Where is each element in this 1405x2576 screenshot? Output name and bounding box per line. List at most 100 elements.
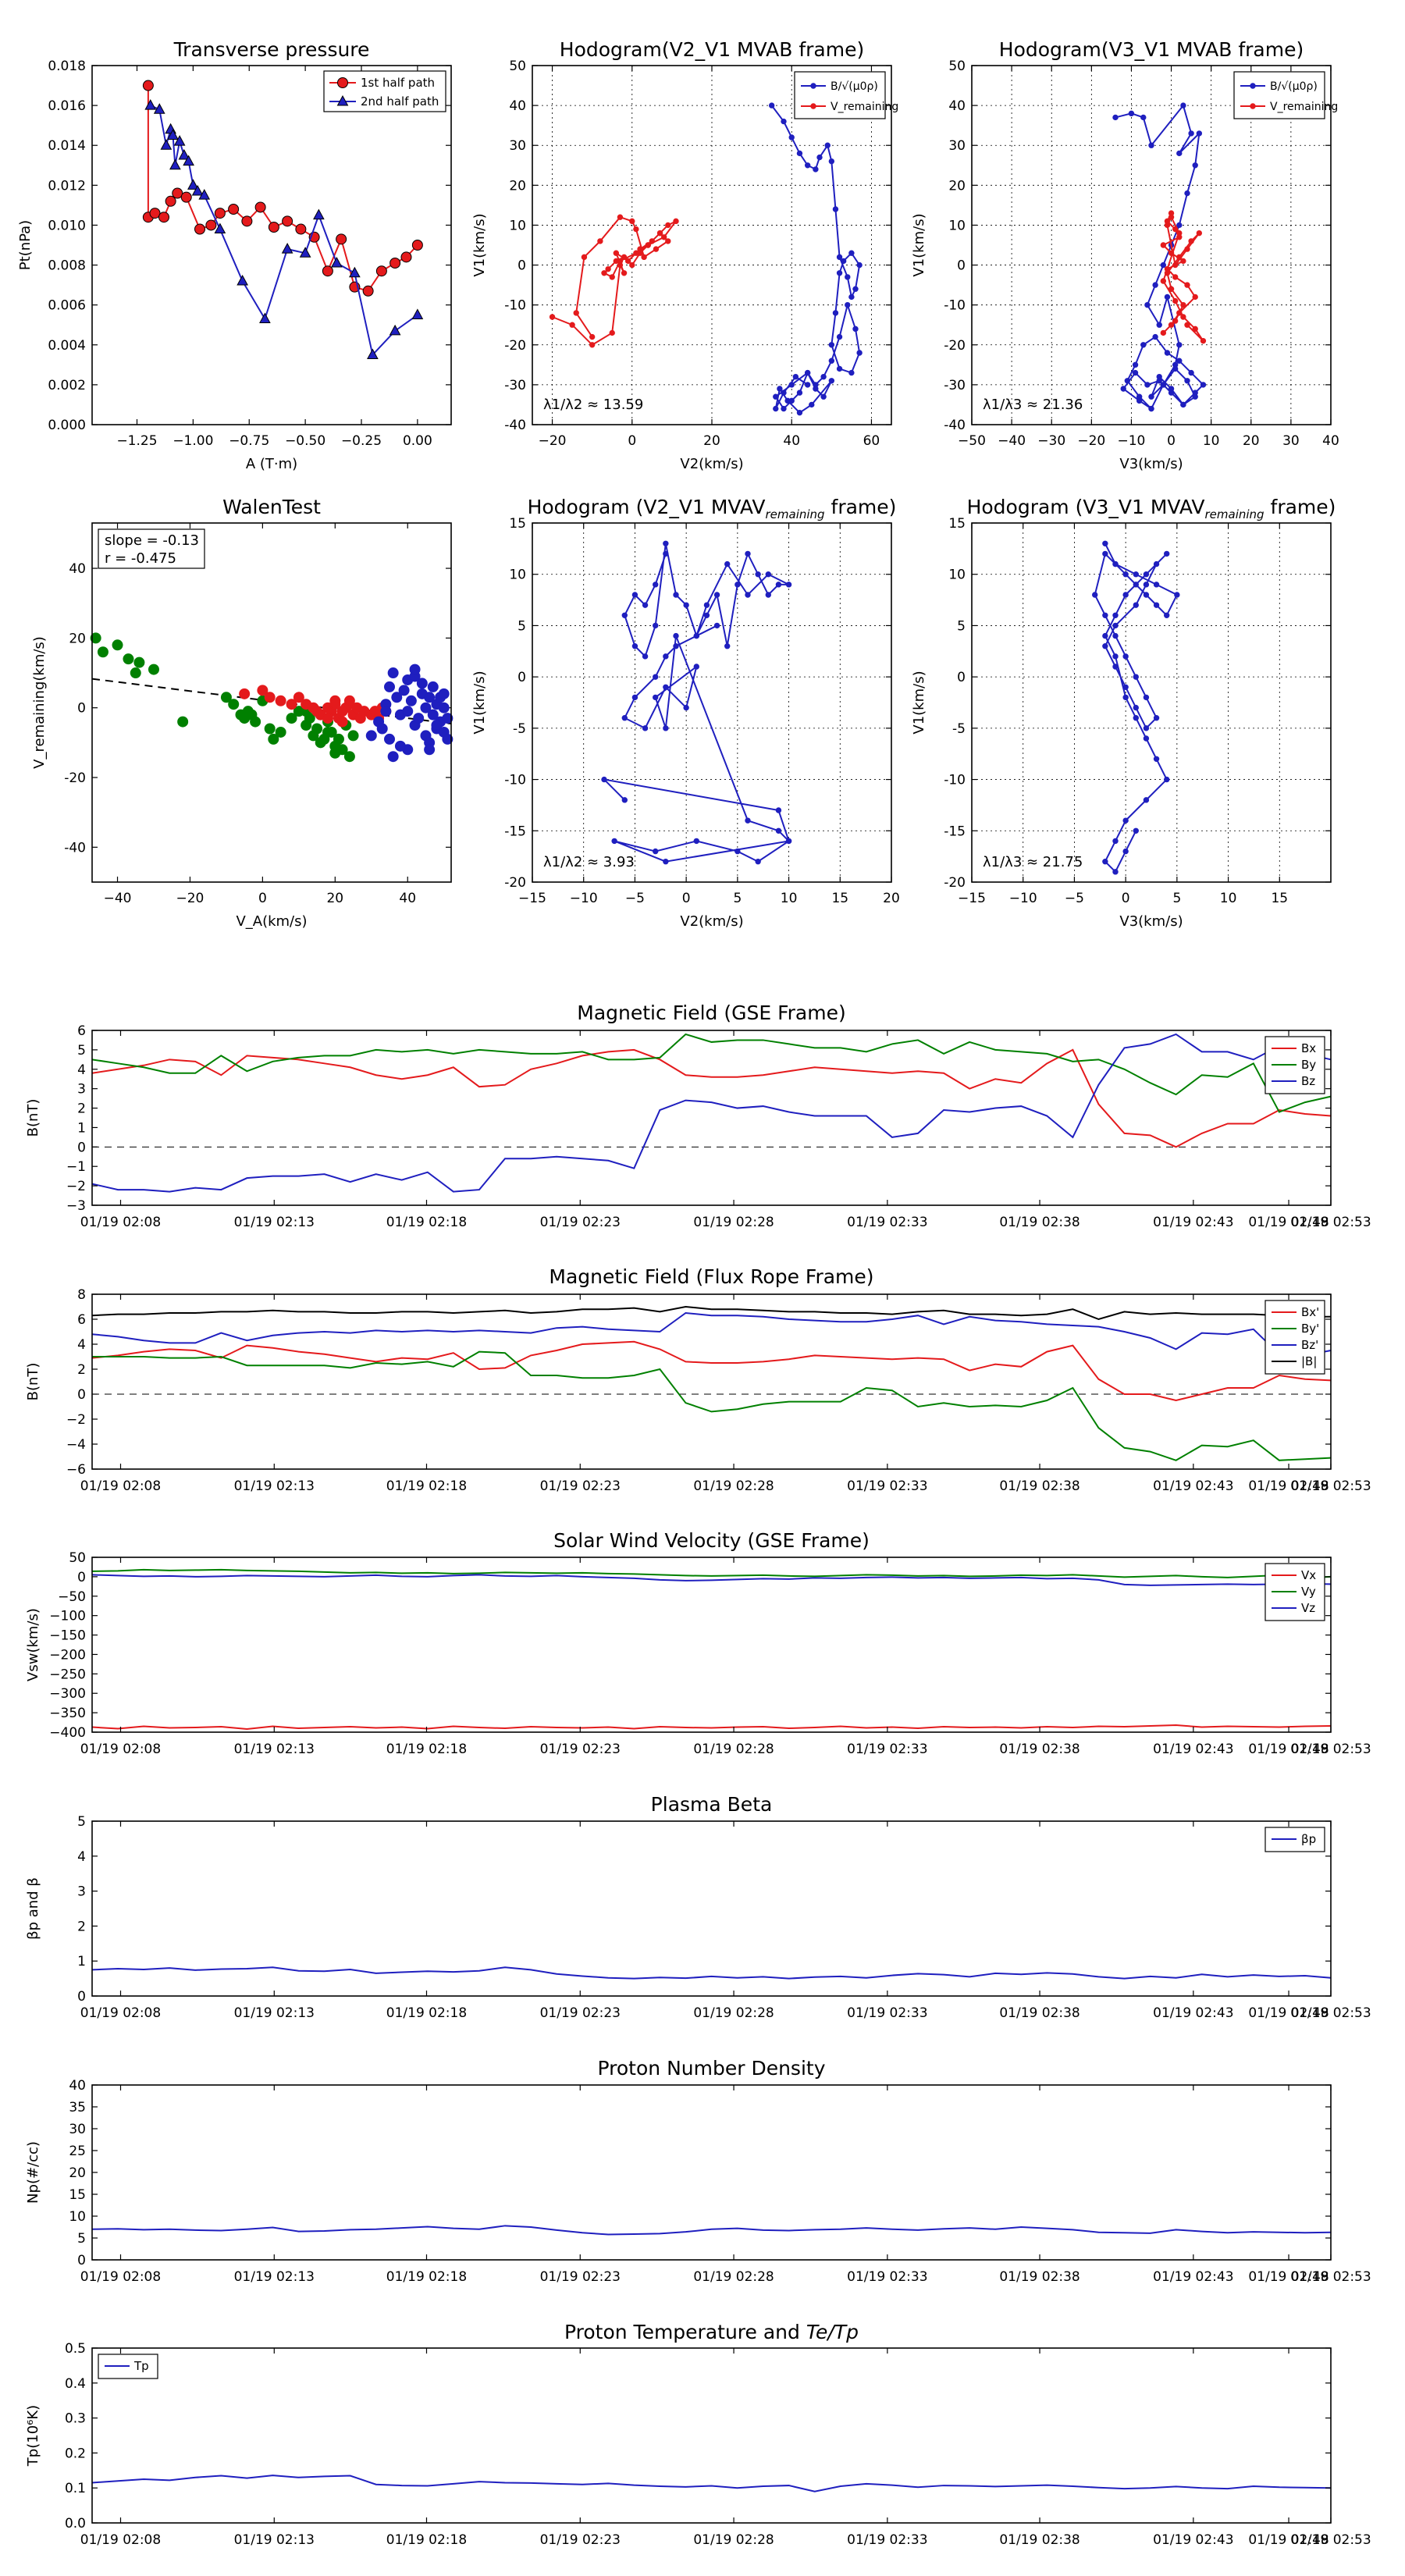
- x-tick-label: −30: [1037, 433, 1065, 449]
- legend: Bx By Bz: [1264, 1036, 1325, 1094]
- time-tick-label: 01/19 02:23: [540, 1215, 621, 1230]
- data-point: [1102, 632, 1108, 639]
- y-axis-label: Vsw(km/s): [25, 1608, 41, 1681]
- x-tick-label: 5: [733, 891, 742, 906]
- data-point: [633, 226, 639, 233]
- data-point: [693, 838, 699, 845]
- x-tick-label: 5: [1172, 891, 1181, 906]
- scatter-point: [387, 667, 399, 679]
- data-point: [1172, 318, 1179, 324]
- time-tick-label: 01/19 02:23: [540, 1478, 621, 1494]
- x-tick-label: 0.00: [403, 433, 432, 449]
- data-point: [1092, 592, 1098, 598]
- legend: B/√(μ0ρ) V_remaining: [794, 71, 898, 119]
- data-point: [832, 206, 839, 212]
- x-tick-label: 20: [883, 891, 900, 906]
- y-tick-label: 0: [518, 258, 526, 274]
- legend-marker: [1250, 103, 1256, 109]
- data-point: [785, 838, 792, 845]
- time-tick-label: 01/19 02:18: [386, 1215, 467, 1230]
- chart-title-tail: frame): [1264, 496, 1336, 518]
- y-tick-label: 20: [948, 178, 966, 194]
- y-tick-label: 40: [69, 2078, 86, 2094]
- data-point: [1192, 294, 1198, 301]
- chart-hodogram-v3-v1-mvab: −50 −40 −30 −20 −10 0 10 20 30 40 -40 -30 -20 -10 0 10 2…: [911, 38, 1339, 472]
- legend: B/√(μ0ρ) V_remaining: [1233, 71, 1338, 119]
- y-tick-label: 15: [509, 516, 526, 532]
- data-point: [1112, 632, 1119, 639]
- scatter-point: [322, 713, 334, 724]
- legend-label: By: [1301, 1058, 1316, 1072]
- fit-line: [91, 678, 452, 725]
- data-point: [214, 222, 226, 234]
- legend: Tp: [98, 2354, 158, 2379]
- data-point: [617, 214, 624, 220]
- chart-title-subscript: remaining: [766, 507, 825, 521]
- data-point: [816, 154, 823, 161]
- scatter-point: [431, 720, 443, 731]
- data-point: [573, 310, 579, 316]
- y-tick-label: −250: [49, 1667, 86, 1682]
- chart-title: WalenTest: [222, 496, 321, 518]
- data-point: [1174, 592, 1180, 598]
- data-point: [792, 373, 799, 380]
- y-tick-label: 40: [509, 98, 526, 114]
- time-tick-label: 01/19 02:28: [693, 2269, 774, 2285]
- y-tick-label: −50: [58, 1589, 86, 1605]
- y-tick-label: 0.010: [48, 218, 86, 233]
- x-tick-label: −10: [1117, 433, 1145, 449]
- data-point: [781, 390, 787, 396]
- x-tick-label: 0: [1167, 433, 1176, 449]
- y-tick-label: −6: [66, 1462, 86, 1478]
- scatter-point: [336, 716, 348, 728]
- legend-label: Bz: [1301, 1074, 1315, 1088]
- series-line-0: [91, 1724, 1332, 1731]
- data-point: [1192, 162, 1198, 169]
- time-tick-label: 01/19 02:08: [80, 2269, 161, 2285]
- y-axis-label: V1(km/s): [911, 671, 927, 734]
- x-tick-label: −5: [1065, 891, 1084, 906]
- y-tick-label: 0.2: [65, 2446, 86, 2461]
- correlation-label: r = -0.475: [105, 550, 176, 567]
- y-tick-label: −4: [66, 1437, 86, 1453]
- data-point: [809, 401, 815, 408]
- data-point: [183, 155, 194, 166]
- data-point: [631, 643, 638, 649]
- data-point: [1168, 286, 1175, 292]
- data-point: [1188, 130, 1194, 137]
- scatter-point: [311, 723, 323, 735]
- series-line-1: [150, 105, 418, 357]
- data-point: [581, 254, 588, 261]
- data-point: [656, 229, 663, 237]
- chart-title-main: Proton Temperature and: [564, 2321, 806, 2343]
- x-tick-label: −10: [1009, 891, 1037, 906]
- time-tick-label: 01/19 02:18: [386, 2532, 467, 2548]
- scatter-point: [112, 639, 123, 651]
- y-tick-label: −400: [49, 1725, 86, 1741]
- data-point: [400, 251, 412, 263]
- scatter-point: [376, 723, 388, 735]
- chart-title: Proton Temperature and Te/Tp: [564, 2321, 859, 2343]
- y-tick-label: 0.006: [48, 298, 86, 314]
- y-tick-label: 10: [509, 218, 526, 233]
- data-point: [1120, 386, 1126, 392]
- time-tick-label: 01/19 02:18: [386, 1742, 467, 1757]
- data-point: [653, 622, 659, 629]
- data-point: [1148, 393, 1154, 400]
- time-tick-label: 01/19 02:38: [999, 2532, 1080, 2548]
- y-tick-label: -40: [504, 418, 526, 433]
- time-tick-label: 01/19 02:23: [540, 2532, 621, 2548]
- time-tick-label: 01/19 02:43: [1153, 1742, 1233, 1757]
- data-point: [828, 158, 835, 165]
- data-point: [836, 333, 843, 340]
- time-tick-label: 01/19 02:53: [1290, 2269, 1371, 2285]
- x-axis-label: V2(km/s): [680, 913, 743, 930]
- y-tick-label: 4: [77, 1062, 86, 1078]
- data-point: [813, 166, 819, 173]
- x-tick-label: 20: [1243, 433, 1260, 449]
- data-point: [589, 342, 596, 348]
- data-point: [1176, 358, 1183, 364]
- y-tick-label: 5: [77, 2231, 86, 2247]
- data-point: [796, 390, 803, 396]
